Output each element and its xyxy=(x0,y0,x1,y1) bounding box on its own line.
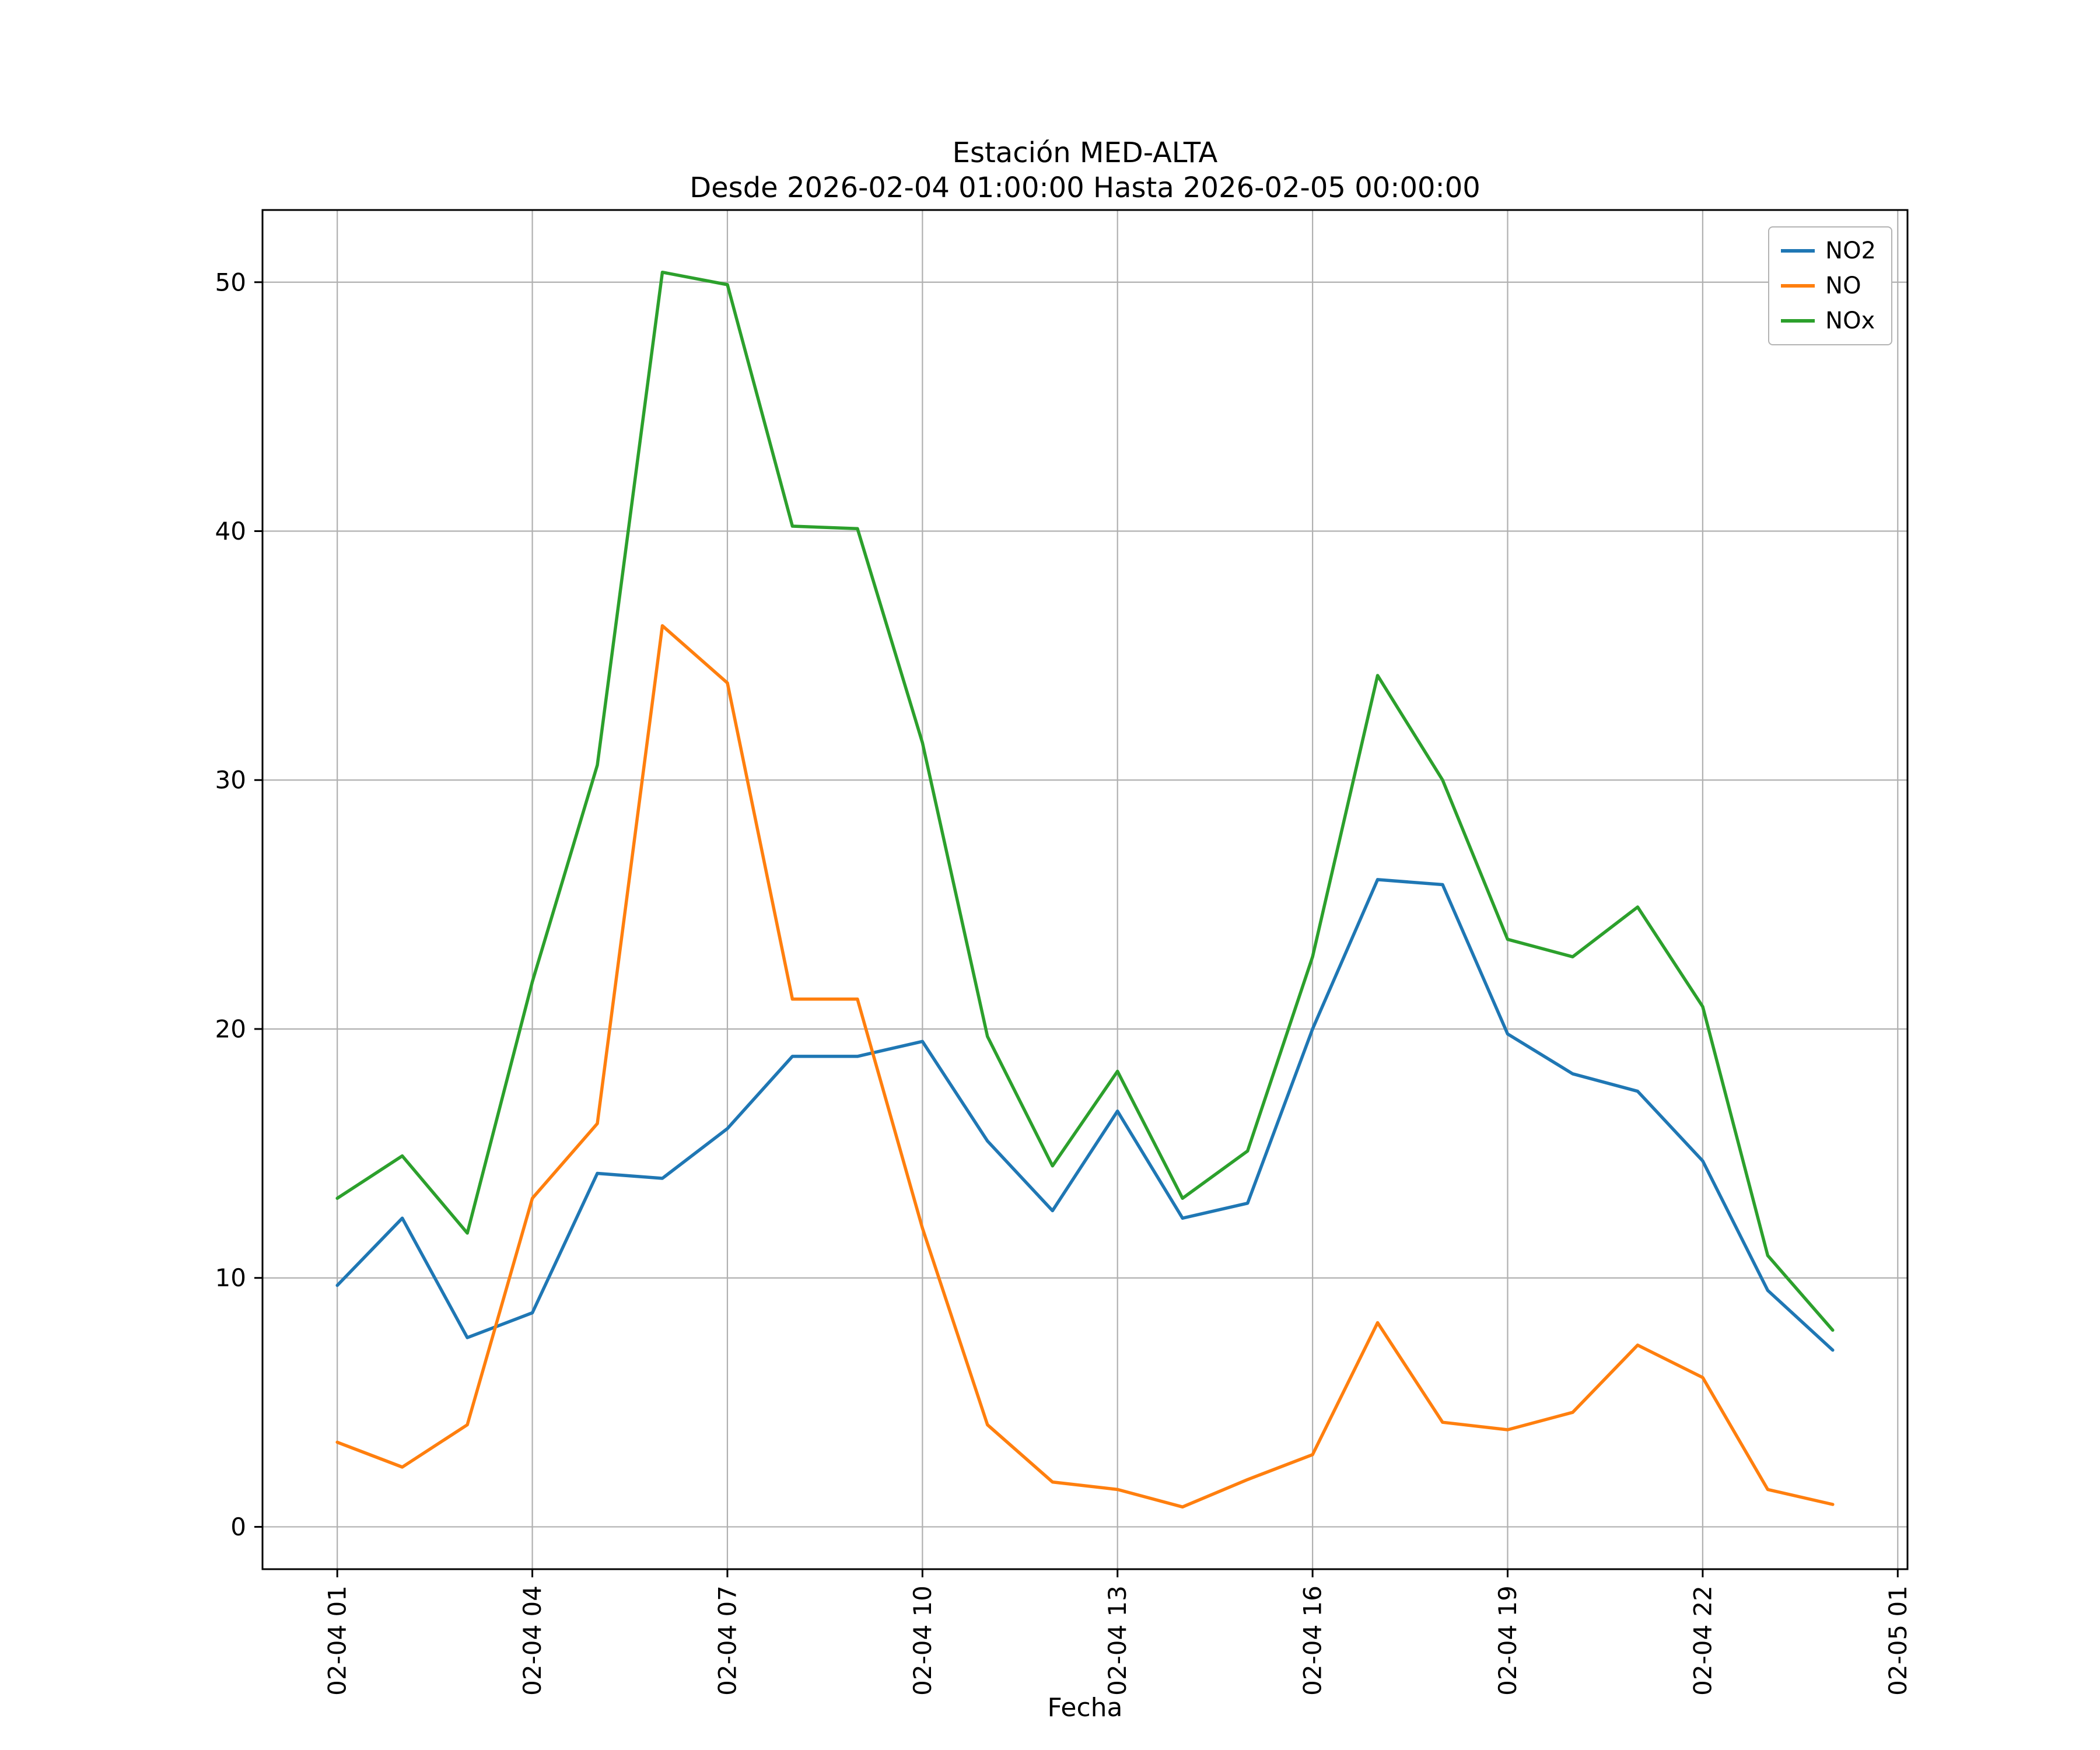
y-tick-label: 30 xyxy=(215,766,246,794)
legend-label-nox: NOx xyxy=(1825,307,1875,334)
plot-border xyxy=(261,209,1909,1570)
legend-item-nox: NOx xyxy=(1781,307,1876,335)
legend-label-no: NO xyxy=(1825,272,1861,299)
legend-line-nox-icon xyxy=(1781,319,1815,323)
y-tick-label: 20 xyxy=(215,1014,246,1043)
series-line-no xyxy=(335,624,1835,1509)
x-tick-label: 02-04 04 xyxy=(518,1586,547,1696)
y-tick-label: 0 xyxy=(230,1513,246,1541)
y-tick-label: 10 xyxy=(215,1264,246,1292)
legend-item-no2: NO2 xyxy=(1781,237,1876,265)
x-tick-label: 02-04 10 xyxy=(908,1586,937,1696)
legend-line-no2-icon xyxy=(1781,249,1815,253)
chart-title: Estación MED-ALTA xyxy=(952,136,1218,169)
series-line-nox xyxy=(335,270,1835,1332)
x-tick-label: 02-04 07 xyxy=(713,1586,741,1696)
legend-item-no: NO xyxy=(1781,272,1876,300)
y-tick-label: 50 xyxy=(215,268,246,296)
chart-subtitle: Desde 2026-02-04 01:00:00 Hasta 2026-02-… xyxy=(690,172,1480,204)
x-tick-label: 02-04 19 xyxy=(1493,1586,1522,1696)
x-tick-label: 02-05 01 xyxy=(1884,1586,1912,1696)
y-tick-label: 40 xyxy=(215,517,246,545)
legend-line-no-icon xyxy=(1781,284,1815,288)
x-tick-label: 02-04 22 xyxy=(1688,1586,1717,1696)
x-tick-label: 02-04 16 xyxy=(1298,1586,1327,1696)
x-tick-label: 02-04 13 xyxy=(1103,1586,1132,1696)
legend: NO2 NO NOx xyxy=(1768,226,1892,345)
x-axis-label: Fecha xyxy=(1047,1693,1123,1723)
chart-title-block: Estación MED-ALTA Desde 2026-02-04 01:00… xyxy=(262,135,1908,205)
series-line-no2 xyxy=(335,878,1835,1352)
legend-label-no2: NO2 xyxy=(1825,237,1876,264)
x-tick-label: 02-04 01 xyxy=(323,1586,352,1696)
